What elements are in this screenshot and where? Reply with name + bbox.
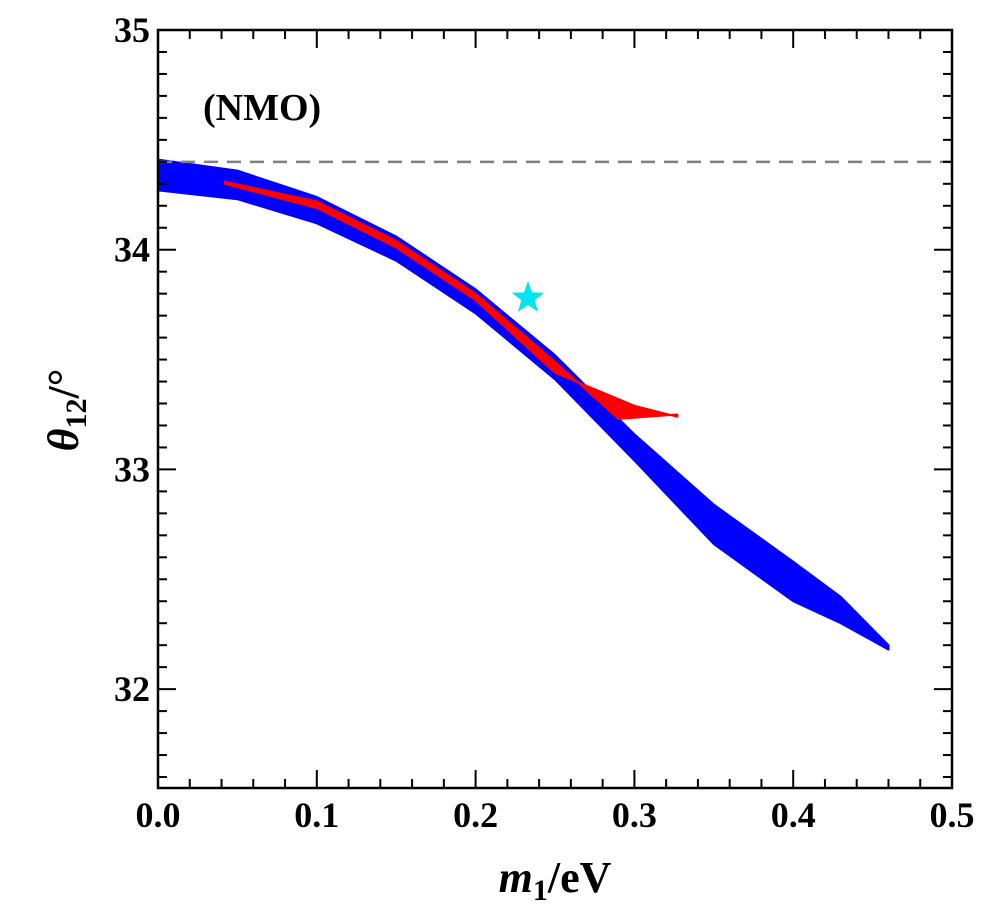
best-fit-star-marker <box>511 281 545 312</box>
x-tick-label: 0.0 <box>136 795 181 835</box>
x-tick-label: 0.4 <box>771 795 816 835</box>
band-series-1 <box>157 158 890 651</box>
y-tick-label: 32 <box>114 669 150 709</box>
annotation-label: (NMO) <box>203 87 321 129</box>
plot-frame <box>156 28 954 790</box>
x-axis-title: m1/eV <box>499 853 612 907</box>
x-tick-label: 0.3 <box>612 795 657 835</box>
y-tick-label: 35 <box>114 10 150 50</box>
x-tick-label: 0.1 <box>294 795 339 835</box>
y-axis-title: θ12/° <box>39 369 93 452</box>
y-tick-label: 33 <box>114 449 150 489</box>
y-axis-unit: /° <box>39 369 88 400</box>
y-tick-label: 34 <box>114 230 150 270</box>
axis-ticks <box>157 29 953 788</box>
x-axis-subscript: 1 <box>533 874 548 907</box>
band-series-2 <box>223 180 679 420</box>
x-axis-symbol: m <box>499 853 533 902</box>
x-tick-label: 0.5 <box>930 795 975 835</box>
tick-labels: 0.0 0.1 0.2 0.3 0.4 0.5 32 33 34 35 <box>114 10 975 835</box>
x-axis-unit: /eV <box>547 853 612 902</box>
x-tick-label: 0.2 <box>453 795 498 835</box>
data-bands <box>157 158 890 651</box>
y-axis-symbol: θ <box>39 428 88 451</box>
y-axis-subscript: 12 <box>60 398 93 428</box>
